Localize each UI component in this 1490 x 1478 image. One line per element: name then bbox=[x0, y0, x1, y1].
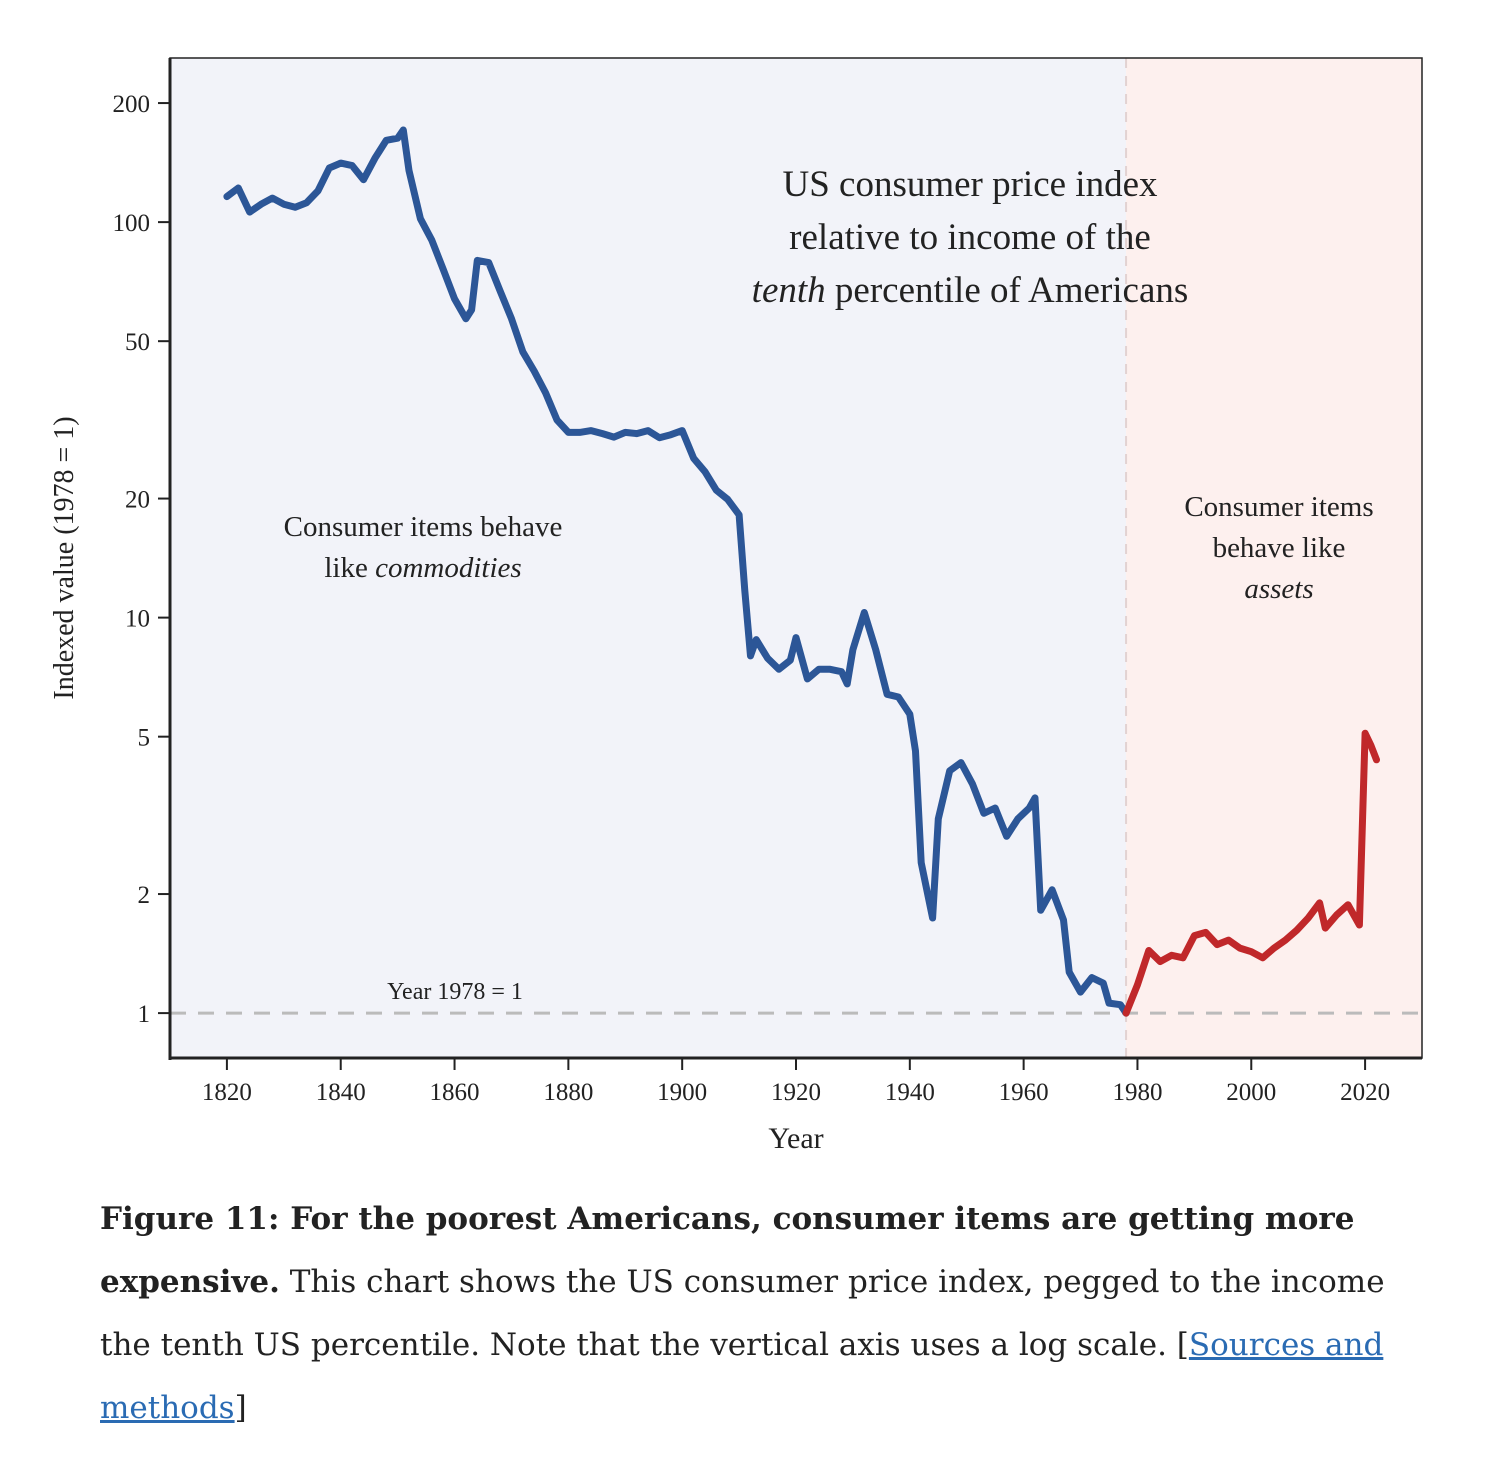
annotation-italic: tenth bbox=[752, 270, 826, 311]
annotation-left-line: like commodities bbox=[324, 552, 521, 584]
caption: Figure 11: For the poorest Americans, co… bbox=[100, 1188, 1390, 1440]
annotation-right-italic: assets bbox=[1244, 573, 1313, 605]
annotation-left-line: Consumer items behave bbox=[284, 511, 563, 543]
caption-bold: Figure 11: For the poorest Americans, co… bbox=[100, 1201, 1355, 1300]
reference-label: Year 1978 = 1 bbox=[387, 979, 523, 1005]
sources-link[interactable]: Sources and methods bbox=[100, 1327, 1384, 1426]
y-tick-label: 10 bbox=[125, 606, 150, 633]
x-tick-label: 1940 bbox=[885, 1079, 935, 1106]
y-tick-label: 1 bbox=[138, 1001, 151, 1028]
x-tick-label: 1880 bbox=[543, 1079, 593, 1106]
annotation-right-line: Consumer items bbox=[1184, 491, 1373, 523]
y-tick-label: 200 bbox=[113, 91, 151, 118]
x-tick-label: 1840 bbox=[316, 1079, 366, 1106]
x-axis-label: Year bbox=[768, 1122, 823, 1155]
x-tick-label: 1900 bbox=[657, 1079, 707, 1106]
series-line bbox=[1122, 729, 1380, 1017]
x-tick-label: 1960 bbox=[999, 1079, 1049, 1106]
y-axis-label: Indexed value (1978 = 1) bbox=[49, 416, 80, 699]
y-tick-label: 5 bbox=[138, 725, 151, 752]
x-tick-label: 1860 bbox=[430, 1079, 480, 1106]
region-commodities bbox=[170, 58, 1127, 1058]
region-assets bbox=[1126, 58, 1422, 1058]
series-line bbox=[223, 126, 1130, 1017]
y-tick-label: 2 bbox=[138, 882, 151, 909]
y-tick-label: 50 bbox=[125, 329, 150, 356]
x-tick-label: 1980 bbox=[1112, 1079, 1162, 1106]
chart: Year 1978 = 1 1 2 5 10 20 50 100 200 1820 1840 1860… bbox=[49, 57, 1423, 1155]
y-tick-label: 100 bbox=[113, 210, 151, 237]
annotation-text: percentile of Americans bbox=[826, 270, 1189, 311]
y-tick-label: 20 bbox=[125, 487, 150, 514]
annotation-italic: commodities bbox=[375, 552, 522, 584]
caption-close: ] bbox=[234, 1390, 247, 1426]
annotation-right-line: behave like bbox=[1213, 532, 1346, 564]
annotation-title-line: relative to income of the bbox=[789, 217, 1151, 258]
annotation-text: like bbox=[324, 552, 375, 584]
x-tick-label: 1820 bbox=[202, 1079, 252, 1106]
x-tick-label: 2020 bbox=[1340, 1079, 1390, 1106]
caption-text: This chart shows the US consumer price i… bbox=[100, 1264, 1385, 1363]
x-tick-label: 2000 bbox=[1226, 1079, 1276, 1106]
annotation-title-line: US consumer price index bbox=[782, 164, 1158, 205]
x-tick-label: 1920 bbox=[771, 1079, 821, 1106]
annotation-title-line: tenth percentile of Americans bbox=[752, 270, 1189, 311]
